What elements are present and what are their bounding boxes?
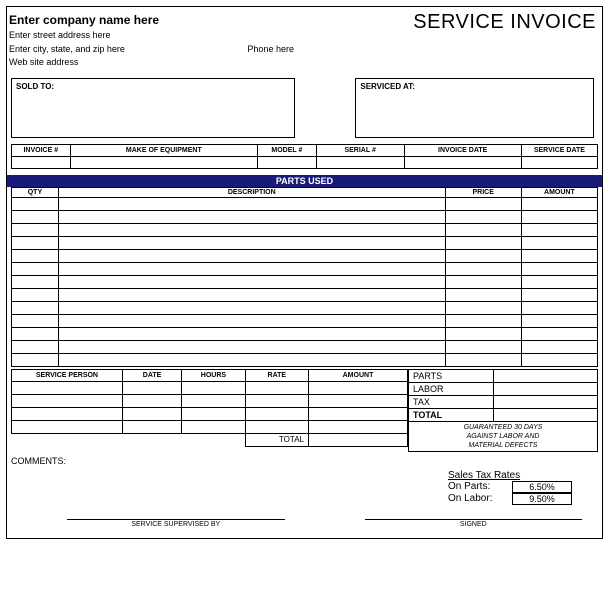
- th-invoice-no: INVOICE #: [12, 144, 71, 156]
- info-row: [12, 156, 598, 168]
- labor-row: [12, 420, 408, 433]
- labor-side: SERVICE PERSON DATE HOURS RATE AMOUNT TO…: [11, 369, 408, 452]
- tax-labor-value: 9.50%: [512, 493, 572, 505]
- tot-total-val: [494, 408, 598, 421]
- bottom-section: SERVICE PERSON DATE HOURS RATE AMOUNT TO…: [7, 367, 602, 452]
- tot-parts-val: [494, 369, 598, 382]
- th-hours: HOURS: [182, 369, 245, 381]
- address-boxes: SOLD TO: SERVICED AT:: [7, 72, 602, 142]
- parts-row: [12, 340, 598, 353]
- th-amount: AMOUNT: [521, 187, 597, 197]
- parts-row: [12, 249, 598, 262]
- th-svc-date: SERVICE DATE: [521, 144, 597, 156]
- parts-row: [12, 210, 598, 223]
- labor-row: [12, 407, 408, 420]
- totals-side: PARTS LABOR TAX TOTAL GUARANTEED 30 DAYS…: [408, 369, 598, 452]
- parts-row: [12, 353, 598, 366]
- th-model: MODEL #: [258, 144, 317, 156]
- parts-table: QTY DESCRIPTION PRICE AMOUNT: [11, 187, 598, 367]
- totals-table: PARTS LABOR TAX TOTAL: [408, 369, 598, 422]
- tax-block: Sales Tax Rates On Parts: 6.50% On Labor…: [7, 468, 602, 513]
- tot-labor: LABOR: [409, 382, 494, 395]
- phone: Phone here: [247, 43, 294, 57]
- th-make: MAKE OF EQUIPMENT: [70, 144, 258, 156]
- info-table: INVOICE # MAKE OF EQUIPMENT MODEL # SERI…: [11, 144, 598, 169]
- parts-row: [12, 262, 598, 275]
- th-person: SERVICE PERSON: [12, 369, 123, 381]
- tax-parts-value: 6.50%: [512, 481, 572, 493]
- sold-to-box: SOLD TO:: [11, 78, 295, 138]
- city-state-zip: Enter city, state, and zip here: [9, 44, 125, 54]
- parts-row: [12, 288, 598, 301]
- invoice-title: SERVICE INVOICE: [413, 11, 596, 70]
- parts-row: [12, 275, 598, 288]
- company-block: Enter company name here Enter street add…: [9, 11, 294, 70]
- invoice-container: Enter company name here Enter street add…: [6, 6, 603, 539]
- th-lamount: AMOUNT: [308, 369, 407, 381]
- guarantee-box: GUARANTEED 30 DAYS AGAINST LABOR AND MAT…: [408, 422, 598, 452]
- company-city-line: Enter city, state, and zip here Phone he…: [9, 43, 294, 57]
- serviced-at-box: SERVICED AT:: [355, 78, 594, 138]
- th-price: PRICE: [445, 187, 521, 197]
- header: Enter company name here Enter street add…: [7, 7, 602, 72]
- parts-row: [12, 223, 598, 236]
- th-rate: RATE: [245, 369, 308, 381]
- company-name: Enter company name here: [9, 11, 294, 29]
- parts-row: [12, 314, 598, 327]
- tax-labor-label: On Labor:: [448, 493, 512, 504]
- labor-total-label: TOTAL: [245, 433, 308, 446]
- sig-supervised: SERVICE SUPERVISED BY: [67, 519, 285, 528]
- parts-row: [12, 197, 598, 210]
- labor-total-value: [308, 433, 407, 446]
- labor-total-row: TOTAL: [12, 433, 408, 446]
- labor-row: [12, 381, 408, 394]
- guarantee-l2: AGAINST LABOR AND: [411, 432, 595, 441]
- labor-table: SERVICE PERSON DATE HOURS RATE AMOUNT TO…: [11, 369, 408, 447]
- sig-signed: SIGNED: [365, 519, 583, 528]
- company-website: Web site address: [9, 56, 294, 70]
- tot-total: TOTAL: [409, 408, 494, 421]
- guarantee-l3: MATERIAL DEFECTS: [411, 441, 595, 450]
- th-qty: QTY: [12, 187, 59, 197]
- signature-row: SERVICE SUPERVISED BY SIGNED: [7, 513, 602, 538]
- labor-row: [12, 394, 408, 407]
- comments-label: COMMENTS:: [7, 452, 602, 468]
- parts-row: [12, 236, 598, 249]
- tot-labor-val: [494, 382, 598, 395]
- guarantee-l1: GUARANTEED 30 DAYS: [411, 423, 595, 432]
- tot-tax-val: [494, 395, 598, 408]
- company-street: Enter street address here: [9, 29, 294, 43]
- parts-wrap: QTY DESCRIPTION PRICE AMOUNT: [7, 187, 602, 367]
- info-table-wrap: INVOICE # MAKE OF EQUIPMENT MODEL # SERI…: [7, 142, 602, 169]
- parts-band: PARTS USED: [7, 175, 602, 187]
- tot-parts: PARTS: [409, 369, 494, 382]
- th-ldate: DATE: [122, 369, 181, 381]
- tax-parts-label: On Parts:: [448, 481, 512, 492]
- th-desc: DESCRIPTION: [58, 187, 445, 197]
- th-inv-date: INVOICE DATE: [404, 144, 521, 156]
- tot-tax: TAX: [409, 395, 494, 408]
- th-serial: SERIAL #: [316, 144, 404, 156]
- parts-row: [12, 327, 598, 340]
- parts-row: [12, 301, 598, 314]
- tax-title: Sales Tax Rates: [448, 470, 572, 481]
